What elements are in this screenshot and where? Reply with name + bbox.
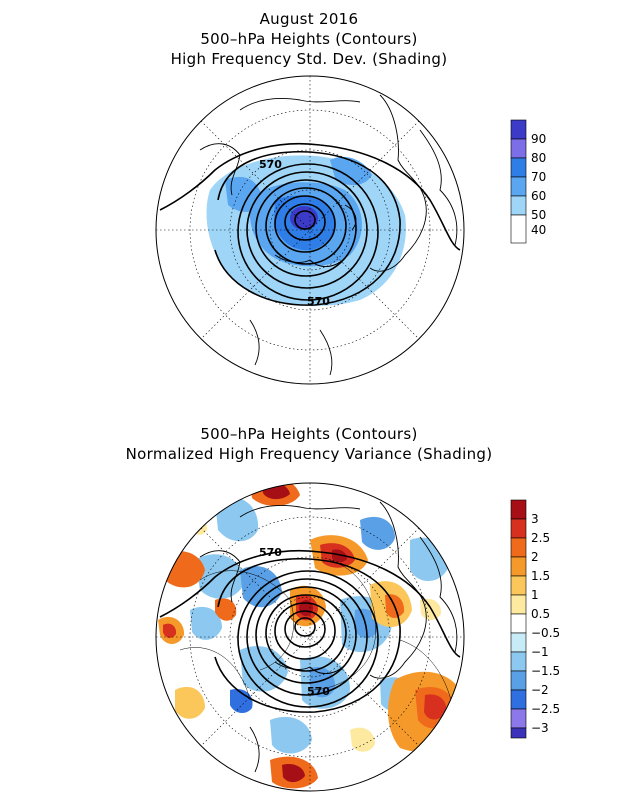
- panel2-colorbar-label: −0.5: [531, 626, 560, 640]
- panel1-map: 570 570: [155, 75, 465, 385]
- panel2-colorbar-label: 1.5: [531, 569, 550, 583]
- panel1-graticule: [156, 76, 464, 384]
- panel1-height-contours: [159, 142, 461, 306]
- panel2-colorbar-swatch: [510, 499, 527, 520]
- panel1-colorbar-label: 40: [531, 223, 546, 237]
- panel2-colorbar-swatch: [510, 518, 527, 539]
- panel2-colorbar-label: 3: [531, 512, 539, 526]
- panel2-colorbar-label: −1.5: [531, 664, 560, 678]
- panel2-height-contours: [159, 549, 461, 713]
- panel2-colorbar-swatch: [510, 632, 527, 653]
- panel1-colorbar-label: 90: [531, 132, 546, 146]
- panel1-colorbar-swatch-90: [510, 119, 527, 140]
- panel2-title-line1: 500–hPa Heights (Contours): [200, 425, 418, 443]
- panel1-colorbar-label: 50: [531, 208, 546, 222]
- panel2-colorbar: 3 2.5 2 1.5 1 0.5 −0.5 −1 −1.5 −2 −2.5 −…: [510, 499, 560, 739]
- panel1-colorbar-swatch-70: [510, 157, 527, 178]
- panel1-colorbar-label: 60: [531, 189, 546, 203]
- panel2-colorbar-swatch: [510, 651, 527, 672]
- panel1-colorbar-swatch-60: [510, 176, 527, 197]
- panel1-contour-label-2: 570: [307, 295, 330, 308]
- panel2-graticule: [156, 483, 464, 791]
- panel2-colorbar-swatch: [510, 613, 527, 634]
- panel2-colorbar-swatch: [510, 594, 527, 615]
- panel2-colorbar-label: −3: [531, 721, 549, 735]
- panel1-colorbar: 90 80 70 60 50 40: [510, 119, 546, 244]
- panel1-colorbar-label: 70: [531, 170, 546, 184]
- panel2-colorbar-label: −2: [531, 683, 549, 697]
- panel2-colorbar-label: −1: [531, 645, 549, 659]
- panel2-colorbar-swatch: [510, 689, 527, 710]
- panel1-colorbar-swatch-40: [510, 214, 527, 244]
- panel1-colorbar-swatch-50: [510, 195, 527, 216]
- panel2-colorbar-swatch: [510, 670, 527, 691]
- panel2-title-line2: Normalized High Frequency Variance (Shad…: [125, 445, 493, 463]
- panel2-map: 570 570: [155, 482, 465, 792]
- panel1-title-line3: High Frequency Std. Dev. (Shading): [170, 50, 448, 68]
- panel1-contour-label-1: 570: [259, 158, 282, 171]
- panel1-shading: [206, 155, 406, 306]
- panel2-colorbar-label: 0.5: [531, 607, 550, 621]
- panel1-colorbar-label: 80: [531, 151, 546, 165]
- panel1-title-line1: August 2016: [259, 10, 359, 28]
- panel1-title-line2: 500–hPa Heights (Contours): [200, 30, 418, 48]
- panel2-colorbar-swatch: [510, 727, 527, 739]
- panel2-colorbar-swatch: [510, 575, 527, 596]
- panel1-colorbar-swatch-80: [510, 138, 527, 159]
- panel2-contour-label-1: 570: [259, 546, 282, 559]
- panel2-colorbar-label: 2.5: [531, 531, 550, 545]
- panel2-colorbar-swatch: [510, 556, 527, 577]
- panel2-colorbar-swatch: [510, 708, 527, 729]
- panel1-coastlines: [199, 94, 458, 376]
- panel2-colorbar-label: 2: [531, 550, 539, 564]
- panel2-contour-label-2: 570: [307, 685, 330, 698]
- panel2-colorbar-label: −2.5: [531, 702, 560, 716]
- panel2-colorbar-label: 1: [531, 588, 539, 602]
- panel2-colorbar-swatch: [510, 537, 527, 558]
